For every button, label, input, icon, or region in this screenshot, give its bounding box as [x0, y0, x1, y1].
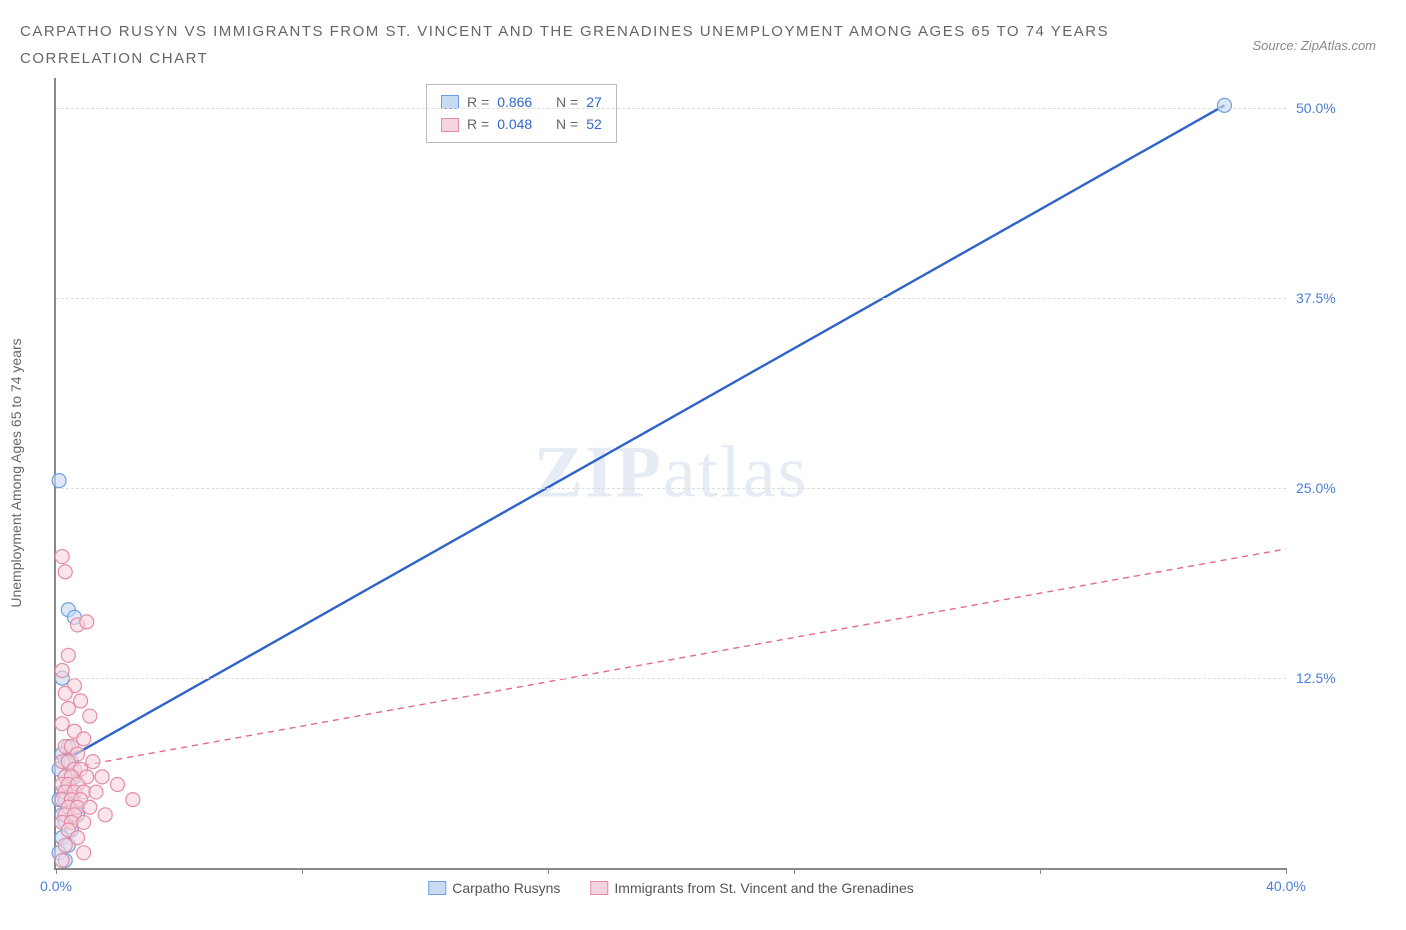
scatter-point-series2	[77, 815, 91, 829]
y-axis-label: Unemployment Among Ages 65 to 74 years	[8, 338, 24, 607]
x-tick	[794, 868, 795, 874]
chart-container: Unemployment Among Ages 65 to 74 years Z…	[54, 78, 1386, 888]
x-tick	[302, 868, 303, 874]
x-tick-label: 40.0%	[1266, 878, 1306, 894]
scatter-point-series2	[71, 831, 85, 845]
n-value-series1: 27	[586, 91, 602, 113]
source-attribution: Source: ZipAtlas.com	[1252, 38, 1376, 53]
scatter-point-series2	[55, 853, 69, 867]
bottom-legend-label-1: Carpatho Rusyns	[452, 880, 560, 896]
stats-legend-box: R = 0.866 N = 27 R = 0.048 N = 52	[426, 84, 617, 143]
r-value-series2: 0.048	[497, 113, 532, 135]
x-tick	[56, 868, 57, 874]
scatter-point-series2	[55, 550, 69, 564]
scatter-point-series1	[52, 474, 66, 488]
r-label: R =	[467, 113, 489, 135]
grid-line	[56, 488, 1286, 489]
stats-legend-row-2: R = 0.048 N = 52	[441, 113, 602, 135]
scatter-point-series2	[55, 717, 69, 731]
grid-line	[56, 678, 1286, 679]
n-value-series2: 52	[586, 113, 602, 135]
plot-area: ZIPatlas R = 0.866 N = 27 R = 0.048 N = …	[54, 78, 1286, 870]
legend-swatch-series1	[428, 881, 446, 895]
scatter-point-series2	[58, 686, 72, 700]
r-value-series1: 0.866	[497, 91, 532, 113]
scatter-point-series2	[83, 709, 97, 723]
scatter-point-series1	[1218, 98, 1232, 112]
legend-swatch-series1	[441, 95, 459, 109]
scatter-point-series2	[77, 846, 91, 860]
bottom-legend-item-1: Carpatho Rusyns	[428, 880, 560, 896]
x-tick	[1286, 868, 1287, 874]
legend-swatch-series2	[590, 881, 608, 895]
n-label: N =	[556, 91, 578, 113]
scatter-point-series2	[55, 664, 69, 678]
x-tick	[548, 868, 549, 874]
bottom-legend: Carpatho Rusyns Immigrants from St. Vinc…	[428, 880, 914, 896]
y-tick-label: 37.5%	[1296, 290, 1356, 306]
scatter-point-series2	[58, 838, 72, 852]
y-tick-label: 50.0%	[1296, 100, 1356, 116]
grid-line	[56, 108, 1286, 109]
y-tick-label: 25.0%	[1296, 480, 1356, 496]
chart-title-line1: CARPATHO RUSYN VS IMMIGRANTS FROM ST. VI…	[20, 18, 1406, 45]
legend-swatch-series2	[441, 118, 459, 132]
scatter-point-series2	[111, 777, 125, 791]
scatter-point-series2	[80, 615, 94, 629]
scatter-point-series2	[77, 732, 91, 746]
x-tick	[1040, 868, 1041, 874]
r-label: R =	[467, 91, 489, 113]
scatter-point-series2	[89, 785, 103, 799]
y-tick-label: 12.5%	[1296, 670, 1356, 686]
stats-legend-row-1: R = 0.866 N = 27	[441, 91, 602, 113]
scatter-point-series2	[74, 694, 88, 708]
scatter-plot-svg	[56, 78, 1286, 868]
scatter-point-series2	[126, 793, 140, 807]
x-tick-label: 0.0%	[40, 878, 72, 894]
chart-title-line2: CORRELATION CHART	[20, 45, 1406, 72]
bottom-legend-label-2: Immigrants from St. Vincent and the Gren…	[614, 880, 913, 896]
chart-title-block: CARPATHO RUSYN VS IMMIGRANTS FROM ST. VI…	[0, 0, 1406, 72]
scatter-point-series2	[61, 701, 75, 715]
scatter-point-series2	[98, 808, 112, 822]
scatter-point-series2	[58, 565, 72, 579]
scatter-point-series2	[86, 755, 100, 769]
scatter-point-series2	[83, 800, 97, 814]
scatter-point-series2	[61, 648, 75, 662]
n-label: N =	[556, 113, 578, 135]
trend-line-series1	[62, 105, 1224, 761]
grid-line	[56, 298, 1286, 299]
bottom-legend-item-2: Immigrants from St. Vincent and the Gren…	[590, 880, 913, 896]
scatter-point-series2	[95, 770, 109, 784]
